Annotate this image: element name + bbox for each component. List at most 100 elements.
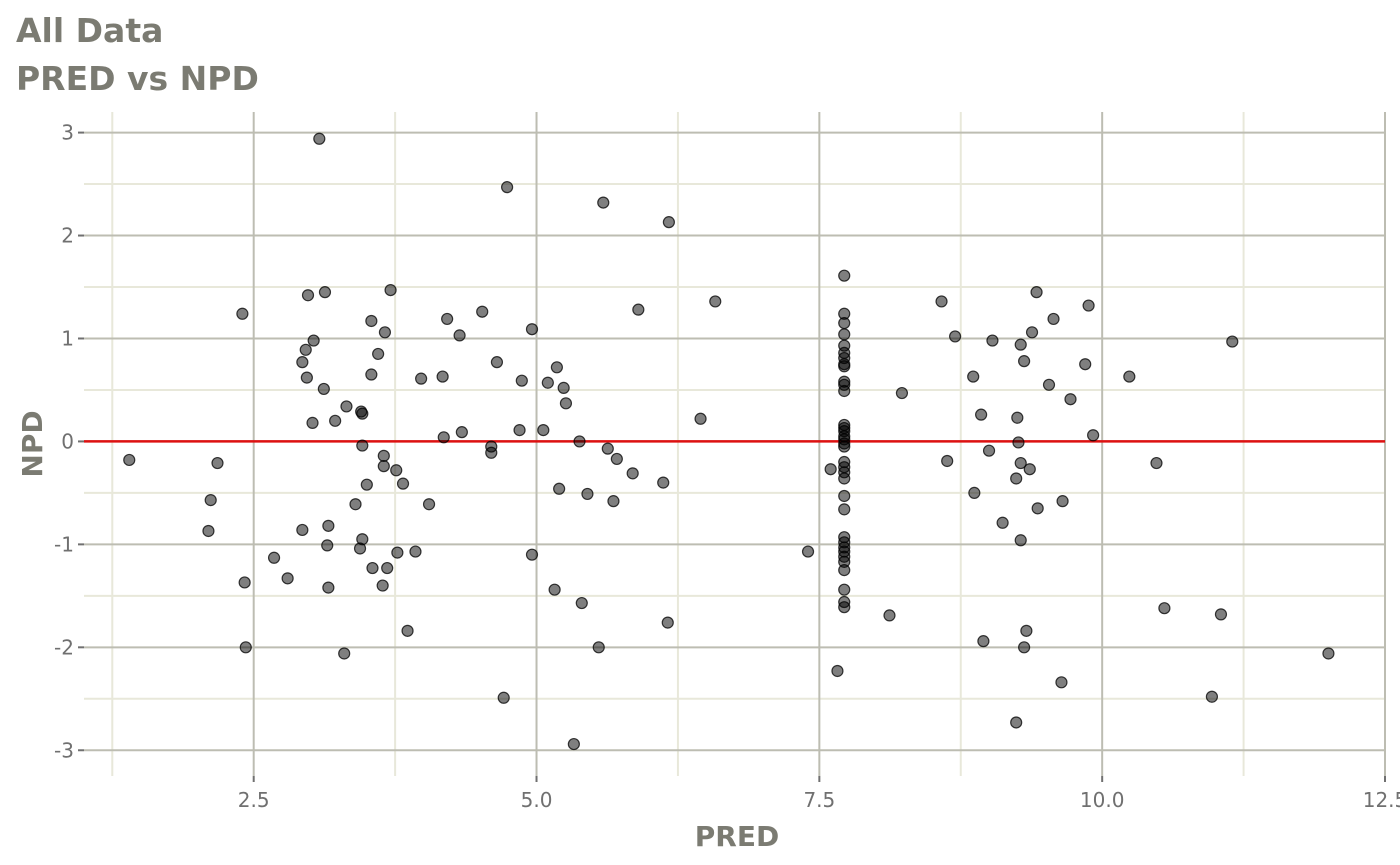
data-point: [236, 307, 249, 320]
y-tick-label: 2: [61, 224, 74, 248]
data-point: [322, 581, 335, 594]
data-point: [441, 312, 454, 326]
data-point: [838, 583, 851, 596]
data-point: [567, 737, 580, 751]
data-point: [356, 407, 369, 420]
data-point: [632, 303, 645, 316]
data-point: [838, 564, 851, 577]
data-point: [377, 460, 390, 473]
data-point: [597, 196, 610, 209]
data-point: [1014, 456, 1027, 470]
data-point: [573, 435, 586, 448]
y-tick-label: 3: [61, 121, 74, 145]
data-point: [831, 664, 844, 678]
data-point: [340, 400, 353, 413]
data-point: [239, 641, 252, 654]
data-point: [436, 370, 449, 383]
data-point: [437, 431, 450, 444]
data-point: [281, 572, 294, 585]
data-point: [372, 347, 385, 361]
data-point: [409, 545, 422, 558]
data-point: [550, 361, 563, 374]
chart-subtitle: PRED vs NPD: [16, 59, 259, 98]
data-point: [967, 370, 980, 383]
data-point: [1047, 312, 1060, 326]
data-point: [1079, 358, 1092, 371]
data-point: [204, 494, 217, 507]
data-point: [356, 439, 369, 452]
data-point: [515, 374, 528, 387]
major-grid: [84, 112, 1386, 776]
data-point: [396, 477, 410, 490]
data-point: [607, 495, 620, 508]
data-point: [476, 305, 489, 318]
data-point: [1205, 690, 1219, 703]
data-point: [541, 376, 554, 389]
data-point: [377, 449, 390, 462]
data-point: [391, 546, 404, 559]
data-point: [1018, 355, 1031, 368]
data-point: [123, 453, 136, 467]
data-point: [949, 330, 962, 343]
data-point: [557, 381, 570, 394]
y-axis-label: NPD: [16, 410, 49, 477]
data-point: [1087, 429, 1100, 442]
data-point: [202, 524, 215, 538]
data-point: [838, 316, 851, 330]
data-point: [329, 414, 342, 427]
y-tick-label: 0: [61, 429, 74, 453]
data-point: [662, 216, 675, 229]
y-tick-label: 1: [61, 326, 74, 350]
data-point: [996, 516, 1009, 529]
data-point: [838, 269, 851, 282]
data-point: [415, 372, 428, 385]
data-point: [601, 442, 614, 455]
data-point: [986, 334, 999, 347]
minor-grid: [84, 112, 1385, 776]
data-point: [401, 624, 414, 637]
data-point: [838, 472, 851, 485]
x-tick-label: 5.0: [521, 788, 553, 812]
data-point: [975, 408, 988, 421]
data-points: [123, 132, 1335, 751]
y-tick-labels: -3 -2 -1 0 1 2 3: [54, 121, 84, 762]
data-point: [838, 384, 851, 398]
data-point: [317, 382, 330, 396]
data-point: [1064, 393, 1077, 406]
data-point: [935, 295, 948, 308]
data-point: [299, 343, 312, 356]
data-point: [941, 454, 954, 468]
data-point: [1020, 624, 1033, 637]
data-point: [838, 503, 851, 516]
data-point: [982, 444, 996, 457]
data-point: [895, 386, 909, 400]
data-point: [1082, 299, 1095, 312]
data-point: [390, 464, 403, 477]
data-point: [525, 323, 539, 336]
data-point: [313, 132, 326, 145]
y-tick-label: -1: [54, 532, 74, 556]
data-point: [525, 548, 539, 561]
data-point: [1030, 286, 1043, 299]
data-point: [548, 583, 561, 596]
data-point: [977, 635, 990, 648]
data-point: [338, 647, 351, 660]
data-point: [838, 601, 851, 614]
data-point: [1018, 641, 1031, 654]
data-point: [306, 416, 319, 429]
data-point: [349, 498, 362, 511]
x-axis-label: PRED: [695, 820, 779, 853]
data-point: [365, 368, 378, 381]
data-point: [1042, 378, 1056, 391]
data-point: [1010, 716, 1023, 729]
data-point: [384, 283, 397, 297]
data-point: [694, 412, 707, 425]
data-point: [1010, 472, 1023, 485]
x-tick-label: 10.0: [1080, 788, 1125, 812]
data-point: [300, 371, 313, 384]
y-tick-label: -3: [54, 738, 74, 762]
data-point: [824, 463, 837, 476]
data-point: [801, 545, 815, 558]
data-point: [626, 467, 639, 480]
